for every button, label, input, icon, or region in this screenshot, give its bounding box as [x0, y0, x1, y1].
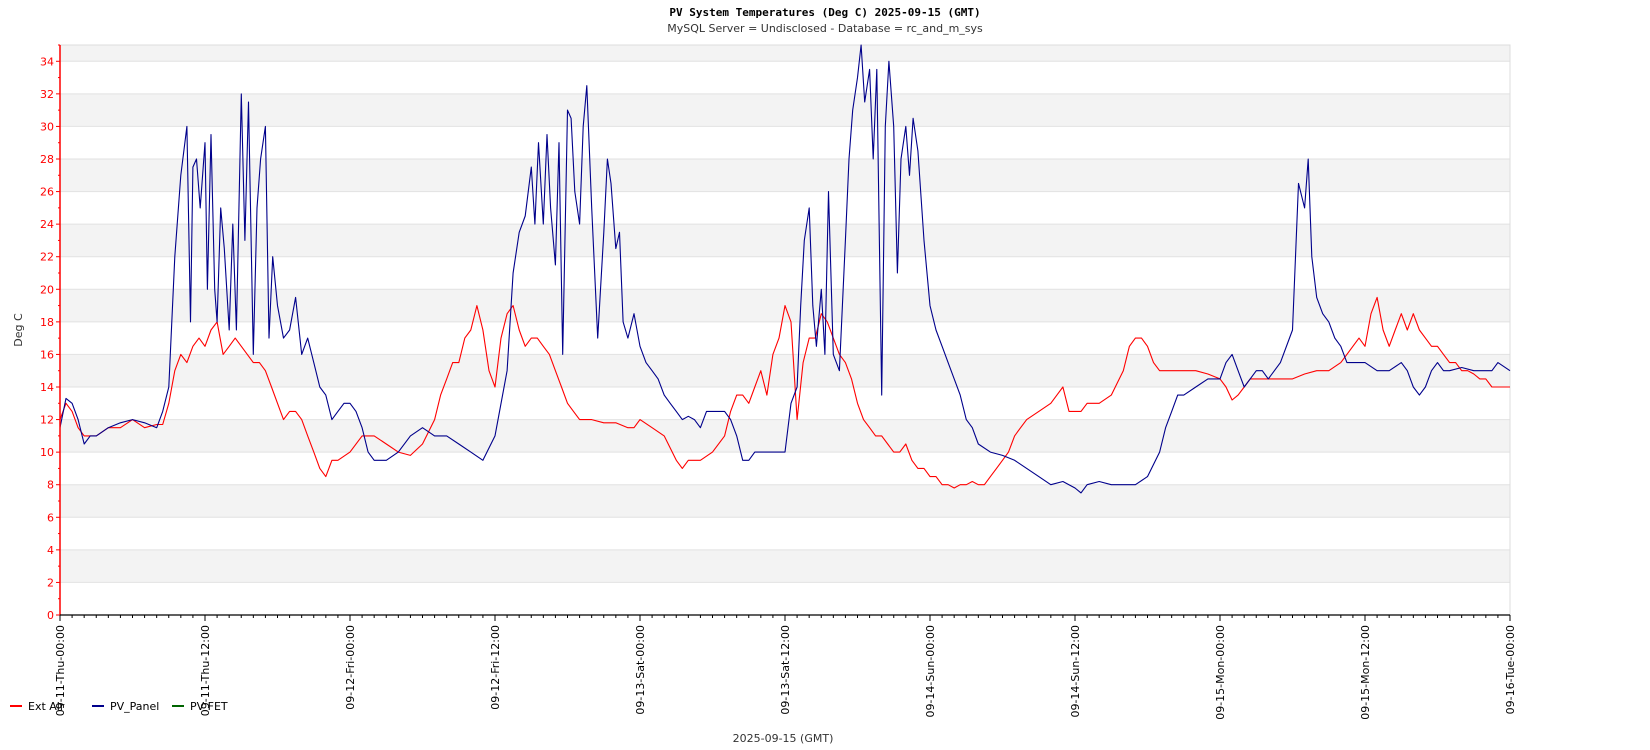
grid-bands [60, 45, 1510, 615]
grid-band [60, 582, 1510, 615]
y-tick-label: 24 [40, 218, 54, 231]
grid-band [60, 224, 1510, 257]
grid-band [60, 549, 1510, 583]
chart-legend: Ext Air PV_Panel PV FET [10, 700, 228, 713]
chart-title: PV System Temperatures (Deg C) 2025-09-1… [669, 6, 980, 19]
x-tick-label: 09-16-Tue-00:00 [1504, 625, 1517, 714]
x-tick-label: 09-13-Sat-00:00 [634, 625, 647, 715]
y-tick-label: 22 [40, 251, 54, 264]
grid-band [60, 419, 1510, 453]
y-tick-label: 28 [40, 153, 54, 166]
y-tick-label: 2 [47, 576, 54, 589]
y-tick-label: 4 [47, 544, 54, 557]
y-tick-label: 16 [40, 348, 54, 361]
x-tick-label: 09-14-Sun-12:00 [1069, 625, 1082, 718]
y-tick-label: 10 [40, 446, 54, 459]
chart-subtitle: MySQL Server = Undisclosed - Database = … [667, 22, 983, 35]
y-tick-label: 34 [40, 55, 54, 68]
x-axis-label: 2025-09-15 (GMT) [733, 732, 834, 745]
grid-band [60, 354, 1510, 387]
x-axis-ticks: 09-11-Thu-00:00 09-11-Thu-12:00 09-12-Fri-… [54, 615, 1517, 720]
y-tick-label: 30 [40, 120, 54, 133]
y-tick-label: 32 [40, 88, 54, 101]
grid-band [60, 256, 1510, 290]
y-tick-label: 8 [47, 479, 54, 492]
y-tick-label: 12 [40, 414, 54, 427]
legend-label: Ext Air [28, 700, 65, 713]
y-tick-label: 20 [40, 283, 54, 296]
grid-lines [59, 44, 1511, 616]
grid-band [60, 484, 1510, 518]
grid-band [60, 159, 1510, 192]
x-tick-label: 09-12-Fri-00:00 [344, 625, 357, 710]
x-tick-label: 09-15-Mon-00:00 [1214, 625, 1227, 720]
grid-band [60, 517, 1510, 550]
y-tick-label: 6 [47, 511, 54, 524]
series-line-pv-panel [59, 44, 1511, 494]
legend-label: PV_Panel [110, 700, 159, 713]
grid-band [60, 387, 1510, 420]
grid-band [60, 191, 1510, 225]
y-tick-label: 26 [40, 186, 54, 199]
x-tick-label: 09-15-Mon-12:00 [1359, 625, 1372, 720]
grid-band [60, 61, 1510, 94]
x-tick-label: 09-12-Fri-12:00 [489, 625, 502, 710]
x-tick-label: 09-14-Sun-00:00 [924, 625, 937, 718]
x-tick-label: 09-11-Thu-12:00 [199, 625, 212, 716]
y-tick-label: 0 [47, 609, 54, 622]
x-tick-label: 09-13-Sat-12:00 [779, 625, 792, 715]
y-tick-label: 14 [40, 381, 54, 394]
series-layer [59, 44, 1511, 494]
grid-band [60, 45, 1510, 62]
legend-label: PV FET [190, 700, 228, 713]
grid-band [60, 93, 1510, 127]
y-axis-label: Deg C [12, 313, 25, 347]
grid-band [60, 126, 1510, 159]
x-tick-label: 09-11-Thu-00:00 [54, 625, 67, 716]
grid-band [60, 452, 1510, 485]
y-tick-label: 18 [40, 316, 54, 329]
